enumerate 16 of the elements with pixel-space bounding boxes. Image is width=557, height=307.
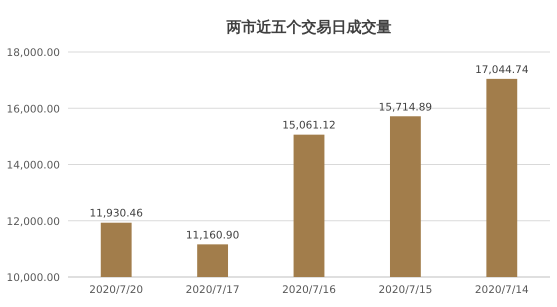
y-tick-label: 18,000.00 <box>6 47 60 59</box>
data-label: 11,930.46 <box>89 208 144 220</box>
x-tick-label: 2020/7/20 <box>89 284 144 296</box>
x-tick-label: 2020/7/16 <box>282 284 336 296</box>
x-tick-label: 2020/7/17 <box>186 284 240 296</box>
chart-title: 两市近五个交易日成交量 <box>226 18 392 36</box>
y-tick-label: 14,000.00 <box>6 160 60 172</box>
data-label: 15,714.89 <box>378 101 432 114</box>
y-tick-label: 12,000.00 <box>6 216 60 228</box>
x-tick-label: 2020/7/15 <box>378 284 432 296</box>
y-tick-label: 16,000.00 <box>6 103 60 116</box>
data-label: 17,044.74 <box>475 64 529 76</box>
y-tick-label: 10,000.00 <box>6 272 60 284</box>
data-label: 15,061.12 <box>282 120 336 132</box>
data-label: 11,160.90 <box>186 229 240 242</box>
x-tick-label: 2020/7/14 <box>474 284 530 296</box>
